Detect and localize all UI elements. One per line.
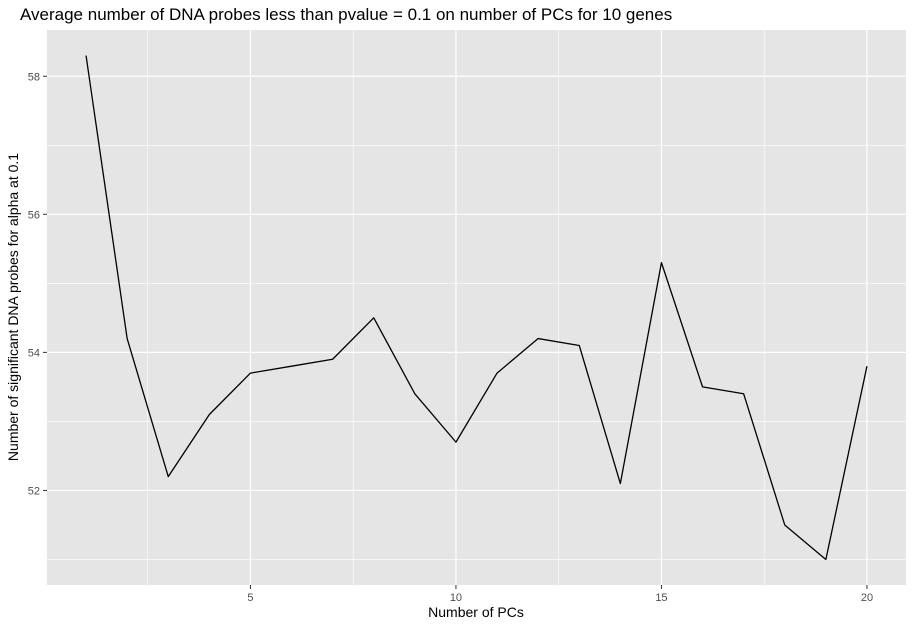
y-axis: 52 54 56 58 [28,71,47,497]
chart-title: Average number of DNA probes less than p… [20,5,672,24]
minor-gridlines [47,30,906,585]
y-tick-label: 52 [28,485,40,497]
series-line [85,55,868,561]
x-tick-label: 20 [861,592,873,604]
x-axis-title: Number of PCs [428,604,524,620]
x-axis: 5 10 15 20 [247,585,873,604]
x-tick-label: 5 [247,592,253,604]
y-axis-title: Number of significant DNA probes for alp… [5,153,21,461]
plot-panel [47,30,906,585]
y-tick-label: 54 [28,347,40,359]
major-gridlines [47,30,906,585]
y-tick-label: 58 [28,71,40,83]
x-tick-label: 10 [450,592,462,604]
y-tick-label: 56 [28,209,40,221]
series-layer [85,55,868,561]
x-tick-label: 15 [655,592,667,604]
